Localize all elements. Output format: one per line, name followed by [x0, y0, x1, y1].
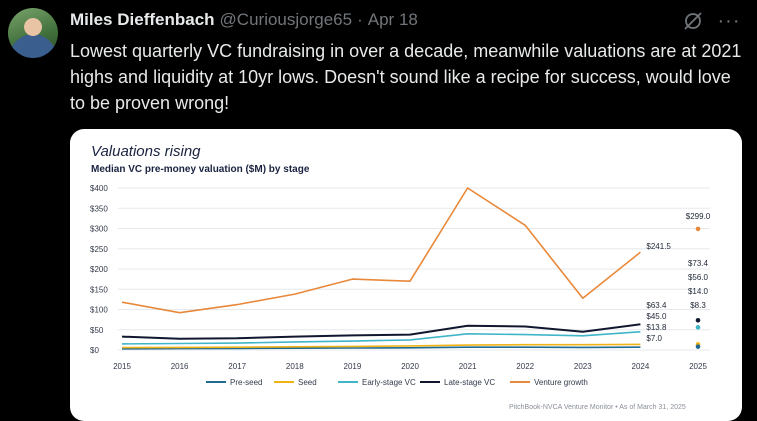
tweet-header: Miles Dieffenbach @Curiousjorge65 · Apr …: [70, 10, 418, 30]
grok-icon[interactable]: [683, 11, 703, 31]
x-tick-label: 2019: [344, 362, 362, 371]
tweet-date[interactable]: Apr 18: [367, 10, 418, 29]
point-2025-dot: [695, 226, 701, 232]
y-tick-label: $100: [90, 306, 108, 315]
end-label: $7.0: [646, 334, 662, 343]
x-tick-label: 2016: [171, 362, 189, 371]
series-line-venture-growth: [121, 187, 641, 314]
series-line-late-stage-vc: [121, 323, 641, 340]
separator-dot: ·: [357, 10, 363, 29]
y-tick-label: $150: [90, 285, 108, 294]
x-tick-label: 2018: [286, 362, 304, 371]
x-tick-label: 2015: [113, 362, 131, 371]
x-tick-label: 2017: [228, 362, 246, 371]
author-name[interactable]: Miles Dieffenbach: [70, 10, 215, 29]
end-label: $63.4: [646, 301, 667, 310]
point-2025-label: $299.0: [686, 212, 711, 221]
chart-svg: Valuations rising Median VC pre-money va…: [90, 143, 711, 411]
legend-label: Pre-seed: [230, 378, 262, 387]
legend-label: Venture growth: [534, 378, 588, 387]
point-2025-dot: [695, 344, 701, 349]
series-line-seed: [121, 343, 641, 349]
legend-label: Seed: [298, 378, 317, 387]
y-tick-label: $50: [90, 326, 104, 335]
x-tick-label: 2025: [689, 362, 707, 371]
end-label: $45.0: [646, 312, 667, 321]
x-tick-label: 2024: [632, 362, 650, 371]
end-label: $13.8: [646, 323, 667, 332]
grid-lines: [118, 187, 710, 351]
point-2025-dot: [695, 325, 701, 330]
tweet-text: Lowest quarterly VC fundraising in over …: [70, 41, 742, 113]
point-2025-label: $56.0: [688, 273, 709, 282]
y-tick-label: $200: [90, 265, 108, 274]
y-tick-label: $250: [90, 245, 108, 254]
legend-label: Early-stage VC: [362, 378, 416, 387]
avatar[interactable]: [8, 8, 58, 58]
y-tick-label: $350: [90, 204, 108, 213]
chart-image-card[interactable]: Valuations rising Median VC pre-money va…: [70, 129, 742, 421]
y-tick-label: $300: [90, 225, 108, 234]
series-line-early-stage-vc: [121, 331, 641, 345]
chart-source: PitchBook-NVCA Venture Monitor • As of M…: [509, 404, 686, 411]
x-tick-label: 2023: [574, 362, 592, 371]
y-tick-label: $0: [90, 346, 99, 355]
y-axis: $0 $50 $100 $150 $200 $250 $300 $350 $400: [90, 184, 108, 355]
end-labels: $241.5 $63.4 $45.0 $13.8 $7.0: [646, 242, 671, 343]
series-lines: [121, 187, 641, 350]
x-tick-label: 2020: [401, 362, 419, 371]
author-handle[interactable]: @Curiousjorge65: [219, 10, 353, 29]
x-tick-label: 2021: [459, 362, 477, 371]
chart-subtitle: Median VC pre-money valuation ($M) by st…: [91, 164, 310, 175]
x-axis: 2015 2016 2017 2018 2019 2020 2021 2022 2023 2024…: [113, 362, 707, 371]
point-2025-label: $8.3: [690, 301, 706, 310]
end-label: $241.5: [646, 242, 671, 251]
y-tick-label: $400: [90, 184, 108, 193]
point-2025-label: $73.4: [688, 259, 709, 268]
point-2025-label: $14.0: [688, 287, 709, 296]
more-options-icon[interactable]: ···: [717, 10, 741, 32]
point-2025-dot: [695, 317, 701, 323]
chart-title: Valuations rising: [91, 143, 201, 160]
series-line-pre-seed: [121, 346, 641, 350]
x-tick-label: 2022: [516, 362, 534, 371]
points-2025: $299.0 $73.4 $56.0 $14.0 $8.3: [686, 212, 711, 349]
legend-label: Late-stage VC: [444, 378, 495, 387]
legend: Pre-seed Seed Early-stage VC Late-stage VC V…: [206, 378, 588, 387]
